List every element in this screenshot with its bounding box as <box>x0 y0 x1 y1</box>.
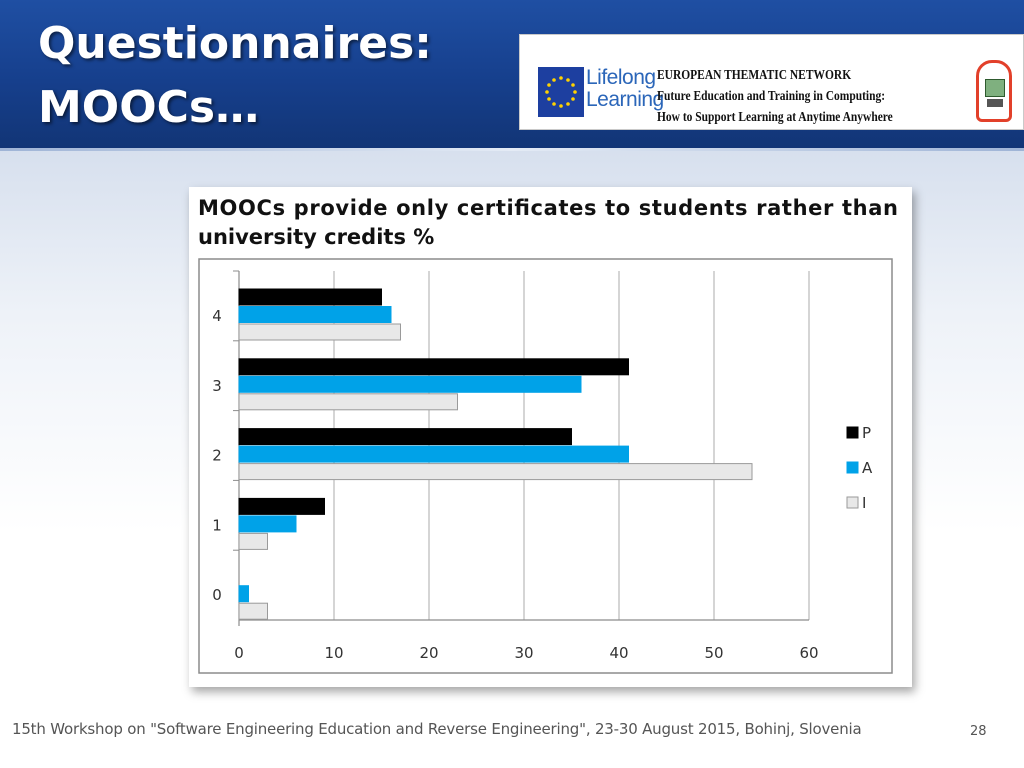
legend-label: P <box>862 424 871 442</box>
bar-A-4 <box>238 306 392 323</box>
legend-swatch-A <box>846 461 859 474</box>
chart-title-line2: university credits % <box>198 225 434 249</box>
y-tick-label: 4 <box>212 307 222 325</box>
banner-line3: How to Support Learning at Anytime Anywh… <box>657 110 893 125</box>
bar-chart: MOOCs provide only certificates to stude… <box>198 196 898 674</box>
bar-A-1 <box>238 515 297 533</box>
slide-title-line2: MOOCs… <box>38 82 260 133</box>
legend-label: A <box>862 459 873 477</box>
bar-A-0 <box>238 585 249 603</box>
bar-I-3 <box>238 393 458 411</box>
page-number: 28 <box>970 724 987 739</box>
bar-I-0 <box>238 602 268 620</box>
x-tick-label: 30 <box>514 644 533 662</box>
plot-frame <box>198 258 893 674</box>
x-tick-label: 10 <box>324 644 343 662</box>
header-divider <box>0 148 1024 151</box>
bar-A-3 <box>238 375 582 393</box>
slide-header: Questionnaires: MOOCs… Lifelong Learning… <box>0 0 1024 148</box>
bar-P-3 <box>238 358 629 376</box>
bar-P-2 <box>238 428 572 446</box>
legend-label: I <box>862 494 866 512</box>
y-tick-label: 1 <box>212 516 222 534</box>
legend-swatch-P <box>846 426 859 439</box>
banner-text: EUROPEAN THEMATIC NETWORK Future Educati… <box>657 65 893 128</box>
slide-title-line1: Questionnaires: <box>38 18 432 69</box>
y-tick-label: 0 <box>212 586 222 604</box>
bar-I-2 <box>238 463 753 481</box>
slide-footer: 15th Workshop on "Software Engineering E… <box>12 720 862 738</box>
y-tick-label: 2 <box>212 447 222 465</box>
banner-line2: Future Education and Training in Computi… <box>657 89 886 104</box>
chart-title-line1: MOOCs provide only certificates to stude… <box>198 196 898 220</box>
bar-A-2 <box>238 445 629 463</box>
lifelong-learning-logo-text: Lifelong Learning <box>586 67 664 111</box>
x-tick-label: 50 <box>704 644 723 662</box>
y-tick-label: 3 <box>212 377 222 395</box>
bar-P-1 <box>238 497 325 515</box>
computer-logo-icon <box>976 60 1012 122</box>
bar-I-1 <box>238 532 268 550</box>
x-tick-label: 60 <box>799 644 818 662</box>
x-tick-label: 0 <box>234 644 244 662</box>
bar-P-4 <box>238 288 382 306</box>
lifelong-text: Lifelong <box>586 66 656 89</box>
banner-line1: EUROPEAN THEMATIC NETWORK <box>657 68 852 83</box>
x-tick-label: 40 <box>609 644 628 662</box>
chart-panel: MOOCs provide only certificates to stude… <box>189 187 912 687</box>
learning-text: Learning <box>586 88 664 111</box>
x-tick-label: 20 <box>419 644 438 662</box>
eu-flag-icon <box>538 67 584 117</box>
slide-title: Questionnaires: MOOCs… <box>38 12 432 140</box>
bar-I-4 <box>238 323 401 341</box>
project-banner: Lifelong Learning EUROPEAN THEMATIC NETW… <box>519 34 1024 130</box>
legend-swatch-I <box>846 496 859 509</box>
